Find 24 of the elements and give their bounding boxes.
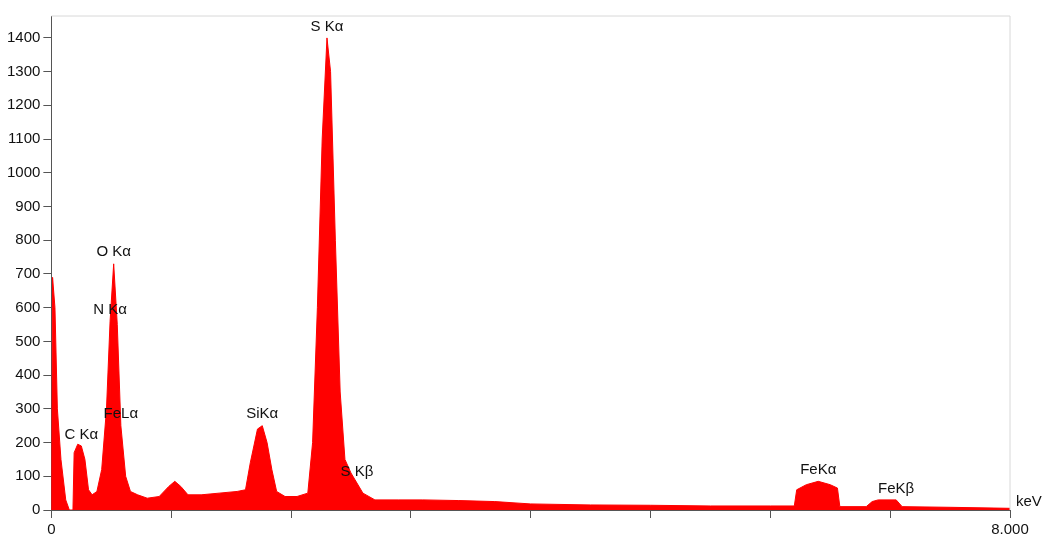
annotation: C Kα <box>64 424 99 442</box>
y-tick-label: 700 <box>15 264 41 282</box>
x-tick-label: 8.000 <box>991 520 1029 538</box>
annotation: SiKα <box>246 404 279 422</box>
y-tick-label: 200 <box>15 432 41 450</box>
y-tick-label: 300 <box>15 398 41 416</box>
x-axis-title: keV <box>1016 492 1042 510</box>
y-tick-label: 1300 <box>6 61 41 79</box>
y-tick-label: 1100 <box>8 129 41 147</box>
y-tick-label: 0 <box>32 500 41 518</box>
y-tick-label: 600 <box>15 297 41 315</box>
y-tick-label: 900 <box>15 196 41 214</box>
annotation: S Kβ <box>340 461 374 479</box>
annotation: O Kα <box>96 242 132 260</box>
y-tick-label: 1200 <box>6 95 41 113</box>
y-tick-label: 400 <box>15 365 41 383</box>
y-tick-label: 500 <box>15 331 41 349</box>
annotation: FeKα <box>800 459 837 477</box>
y-tick-label: 800 <box>15 230 41 248</box>
annotation: FeKβ <box>878 478 915 496</box>
y-tick-label: 100 <box>15 466 41 484</box>
y-tick-label: 1000 <box>6 162 41 180</box>
annotation: S Kα <box>310 16 344 34</box>
y-tick-label: 1400 <box>6 28 41 46</box>
